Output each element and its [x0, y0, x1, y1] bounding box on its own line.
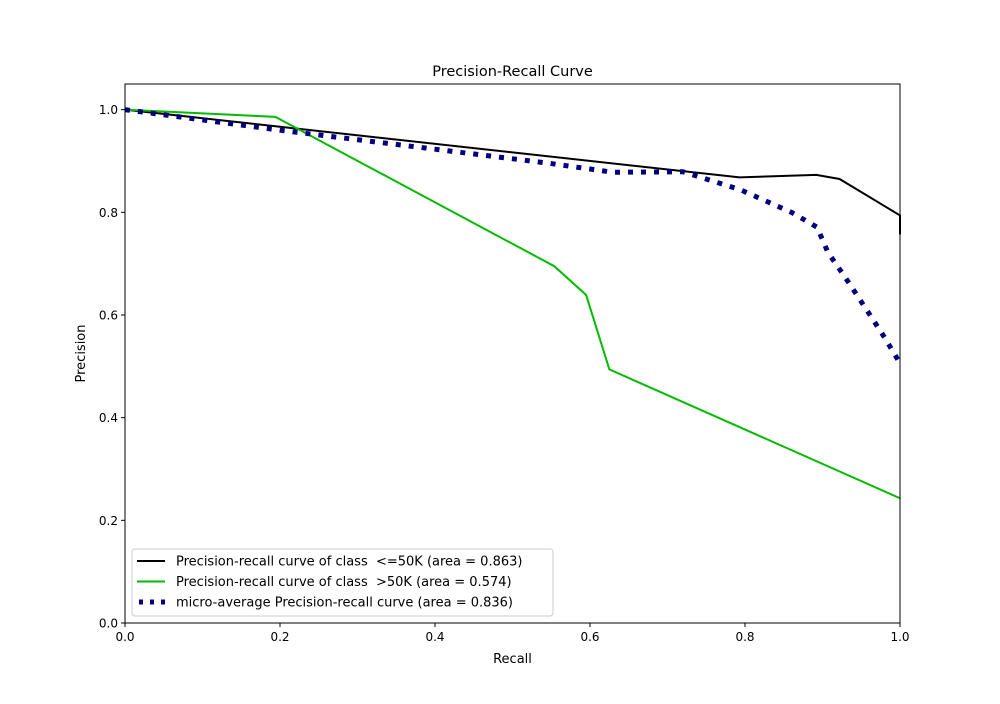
legend-frame: [131, 548, 554, 617]
y-tick-label: 0.0: [99, 617, 118, 631]
legend-label-2: micro-average Precision-recall curve (ar…: [176, 596, 513, 611]
legend: Precision-recall curve of class <=50K (a…: [131, 548, 554, 617]
series-line-2: [124, 107, 903, 365]
y-axis: 0.0 0.2 0.4 0.6 0.8 1.0: [99, 103, 125, 631]
x-tick-label: 0.0: [115, 630, 134, 644]
legend-label-1: Precision-recall curve of class >50K (ar…: [176, 575, 512, 590]
y-axis-label: Precision: [74, 324, 89, 382]
x-axis: 0.0 0.2 0.4 0.6 0.8 1.0: [115, 623, 910, 644]
y-tick-label: 0.6: [99, 309, 118, 323]
x-axis-label: Recall: [493, 652, 532, 667]
chart-title: Precision-Recall Curve: [432, 64, 593, 80]
x-tick-label: 0.8: [735, 630, 754, 644]
x-tick-label: 0.2: [270, 630, 289, 644]
x-tick-label: 1.0: [890, 630, 909, 644]
axes-frame: [124, 83, 901, 624]
series-line-0: [124, 108, 901, 235]
plot-area: [124, 107, 903, 500]
y-tick-label: 0.2: [99, 514, 118, 528]
y-tick-label: 1.0: [99, 103, 118, 117]
x-tick-label: 0.6: [580, 630, 599, 644]
x-tick-label: 0.4: [425, 630, 444, 644]
series-line-1: [124, 108, 901, 500]
y-tick-label: 0.4: [99, 411, 118, 425]
legend-label-0: Precision-recall curve of class <=50K (a…: [176, 555, 522, 570]
y-tick-label: 0.8: [99, 206, 118, 220]
